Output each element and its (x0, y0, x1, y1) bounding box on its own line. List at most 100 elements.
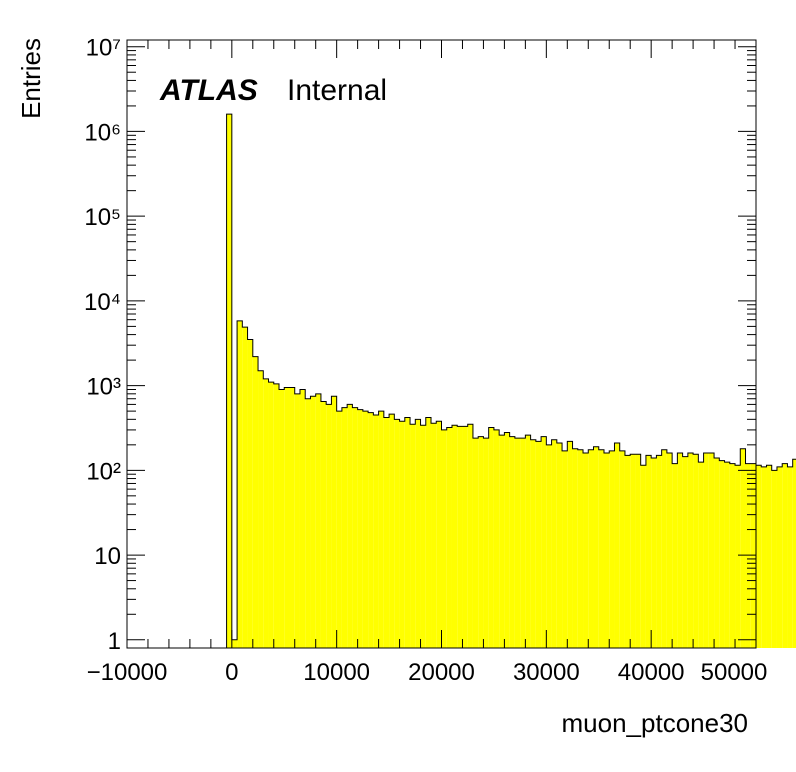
histogram-bar (378, 411, 384, 648)
histogram-bar (357, 409, 363, 648)
histogram-bar (745, 463, 751, 648)
histogram-bar (729, 463, 736, 648)
histogram-bar (289, 387, 295, 648)
histogram-bar (352, 407, 358, 648)
histogram-bar (514, 438, 521, 648)
histogram-bar (472, 438, 479, 648)
histogram-bar (724, 462, 730, 648)
histogram-bar (750, 463, 756, 648)
histogram-bar (677, 453, 683, 648)
histogram-bar (666, 453, 673, 648)
histogram-bar (572, 448, 578, 648)
histogram-bar (273, 383, 280, 648)
histogram-bar (562, 450, 568, 648)
histogram-bar (776, 466, 783, 648)
histogram-bar (583, 453, 589, 648)
histogram-bars (226, 113, 796, 648)
histogram-bar (341, 407, 348, 648)
histogram-bar (703, 453, 709, 648)
histogram-bar (682, 456, 688, 648)
histogram-bar (556, 443, 563, 648)
histogram-bar (383, 417, 390, 648)
histogram-bar (373, 414, 379, 648)
histogram-bar (740, 448, 746, 648)
histogram-bar (410, 424, 416, 648)
histogram-bar (326, 404, 332, 648)
histogram-bar (656, 455, 662, 648)
histogram-bar (431, 423, 437, 648)
histogram-bar (698, 462, 704, 648)
histogram-bar (279, 389, 285, 648)
histogram-bar (687, 453, 694, 648)
histogram-bar (614, 443, 620, 648)
y-tick-label: 1 (108, 628, 121, 655)
histogram-bar (598, 449, 604, 648)
histogram-bar (546, 444, 552, 648)
histogram-bar (483, 438, 489, 648)
x-axis-title: muon_ptcone30 (562, 708, 748, 738)
histogram-bar (404, 417, 411, 648)
y-tick-label: 10⁶ (84, 119, 121, 146)
histogram-bar (619, 450, 625, 648)
histogram-bar (504, 432, 510, 648)
histogram-bar (457, 426, 463, 648)
histogram-bar (226, 114, 232, 648)
histogram-bar (394, 419, 400, 648)
histogram-bar (368, 412, 374, 648)
histogram-bar (263, 378, 269, 648)
histogram-bar (588, 449, 594, 648)
histogram-bar (630, 454, 636, 648)
histogram-bar (237, 320, 243, 648)
histogram-bar (661, 449, 667, 648)
x-tick-label: 50000 (701, 659, 768, 686)
histogram-bar (672, 463, 678, 648)
x-tick-label: −10000 (87, 659, 168, 686)
histogram-bar (247, 339, 253, 648)
histogram-bar (389, 414, 395, 648)
histogram-bar (624, 455, 631, 648)
histogram-bar (551, 439, 557, 648)
histogram-bar (756, 465, 762, 648)
histogram-bar (331, 396, 337, 648)
histogram-bar (451, 425, 458, 648)
histogram-bar (242, 327, 248, 648)
histogram-bar (399, 421, 405, 648)
plot-frame (126, 39, 757, 649)
histogram-bar (761, 466, 767, 648)
histogram-bar (645, 455, 652, 648)
tick-labels: −10000 0 10000 20000 30000 40000 50000 1 10 10² 10… (84, 35, 767, 686)
histogram-bar (284, 387, 290, 648)
histogram-bar (577, 449, 584, 648)
histogram-bar (420, 425, 426, 648)
histogram-bar (305, 398, 311, 648)
histogram-bar (535, 441, 542, 648)
histogram-bar (436, 421, 442, 648)
y-tick-label: 10⁴ (84, 289, 121, 316)
histogram-bar (315, 393, 321, 648)
histogram-bar (693, 454, 699, 648)
histogram-bar (782, 463, 788, 648)
histogram-bar (347, 404, 353, 648)
histogram-bar (252, 356, 259, 648)
x-tick-label: 10000 (303, 659, 370, 686)
histogram-bar (530, 439, 536, 648)
status-label: Internal (287, 74, 387, 107)
histogram-bar (467, 424, 473, 648)
histogram-outline (226, 113, 796, 648)
x-tick-label: 40000 (618, 659, 685, 686)
axis-ticks (126, 40, 757, 648)
y-tick-label: 10³ (86, 374, 121, 401)
histogram-bar (499, 435, 505, 648)
histogram-bar (771, 470, 777, 648)
atlas-label: ATLAS (159, 74, 258, 107)
histogram-bar (640, 465, 646, 648)
histogram-bar (609, 450, 615, 648)
histogram-bar (258, 370, 264, 648)
histogram-bar (425, 417, 432, 648)
histogram-bar (541, 436, 547, 648)
histogram-bar (787, 466, 793, 648)
histogram-bar (708, 453, 715, 648)
histogram-bar (635, 454, 641, 648)
histogram-bar (520, 438, 526, 648)
histogram-bar (462, 426, 468, 648)
